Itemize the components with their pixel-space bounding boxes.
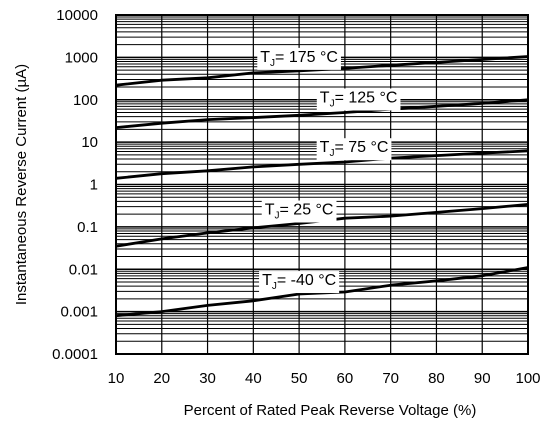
x-axis-label: Percent of Rated Peak Reverse Voltage (%…	[184, 402, 477, 419]
plot-frame	[115, 14, 529, 355]
x-tick-label: 40	[245, 370, 262, 387]
grid	[115, 15, 529, 355]
series-label-bg-1	[316, 88, 401, 111]
x-tick-label: 90	[474, 370, 491, 387]
series-label-3: TJ= 25 °C	[265, 202, 334, 222]
series-labels: TJ= 175 °C TJ= 125 °C TJ= 75 °C TJ= 25 °C TJ…	[257, 47, 401, 294]
x-tick-label: 100	[515, 370, 540, 387]
series-line-1	[115, 98, 529, 129]
y-tick-label: 1	[90, 177, 98, 194]
series-label-1: TJ= 125 °C	[320, 89, 398, 109]
x-tick-labels: 10 20 30 40 50 60 70 80 90 100	[108, 370, 541, 387]
y-tick-label: 0.1	[77, 219, 98, 236]
series-label-0: TJ= 175 °C	[260, 49, 338, 69]
y-tick-labels: 0.0001 0.001 0.01 0.1 1 10 100 1000 10000	[52, 7, 98, 363]
y-tick-label: 10	[81, 134, 98, 151]
x-tick-label: 50	[291, 370, 308, 387]
series-label-bg-0	[257, 47, 341, 70]
series-label-bg-3	[261, 200, 337, 223]
x-tick-label: 20	[153, 370, 170, 387]
y-tick-label: 1000	[65, 49, 98, 66]
x-tick-label: 30	[199, 370, 216, 387]
series-label-bg-2	[316, 138, 392, 161]
y-tick-label: 0.001	[60, 304, 98, 321]
y-tick-label: 0.01	[69, 261, 98, 278]
x-tick-label: 70	[382, 370, 399, 387]
y-tick-label: 10000	[56, 7, 98, 24]
series-label-2: TJ= 75 °C	[320, 139, 389, 159]
series-label-bg-4	[259, 271, 340, 294]
x-tick-label: 10	[108, 370, 125, 387]
y-tick-label: 0.0001	[52, 346, 98, 363]
series-line-2	[115, 149, 529, 180]
x-tick-label: 60	[337, 370, 354, 387]
series-label-4: TJ= -40 °C	[262, 272, 336, 292]
y-axis-label: Instantaneous Reverse Current (µA)	[13, 64, 30, 305]
y-tick-label: 100	[73, 92, 98, 109]
x-tick-label: 80	[428, 370, 445, 387]
